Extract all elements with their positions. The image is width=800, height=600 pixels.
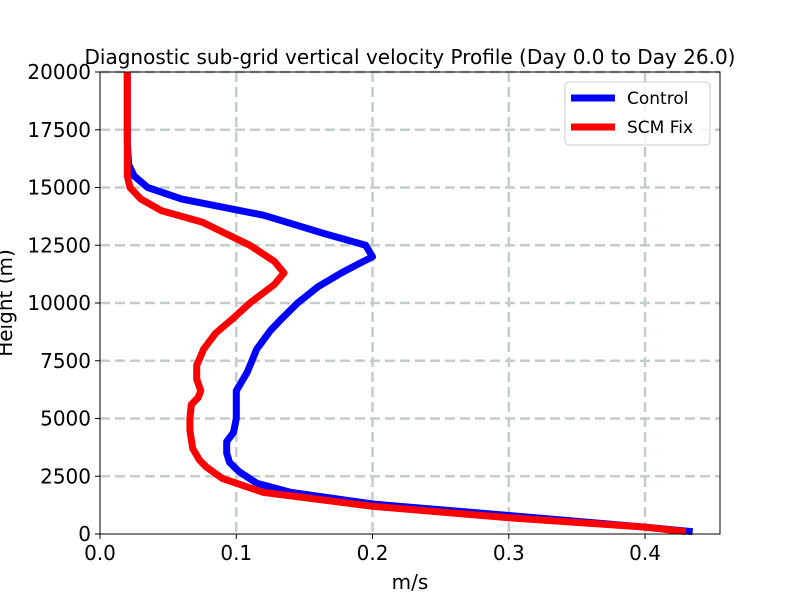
series-line-scm-fix — [123, 72, 687, 536]
legend: Control SCM Fix — [564, 81, 711, 146]
y-tick-label: 10000 — [27, 291, 91, 315]
y-tick-label: 2500 — [40, 464, 91, 488]
x-tick-label: 0.3 — [493, 541, 525, 565]
x-axis-label: m/s — [392, 570, 429, 594]
y-tick-label: 12500 — [27, 233, 91, 257]
x-tick-label: 0.1 — [220, 541, 252, 565]
y-tick-label: 5000 — [40, 407, 91, 431]
y-tick-label: 7500 — [40, 349, 91, 373]
legend-label-control: Control — [627, 89, 688, 109]
x-axis: 0.0 0.1 0.2 0.3 0.4 — [84, 534, 661, 565]
y-tick-label: 20000 — [27, 60, 91, 84]
legend-label-scm-fix: SCM Fix — [627, 118, 693, 138]
series-group — [123, 72, 694, 536]
x-tick-label: 0.4 — [629, 541, 661, 565]
y-tick-label: 17500 — [27, 118, 91, 142]
y-axis-label: Height (m) — [0, 249, 17, 357]
y-tick-label: 0 — [78, 522, 91, 546]
series-line-control — [123, 72, 694, 536]
y-tick-label: 15000 — [27, 176, 91, 200]
x-tick-label: 0.2 — [357, 541, 389, 565]
x-tick-label: 0.0 — [84, 541, 116, 565]
y-axis: 0 2500 5000 7500 10000 12500 15000 17500 20000 — [27, 60, 100, 546]
chart-title: Diagnostic sub-grid vertical velocity Pr… — [85, 45, 736, 69]
